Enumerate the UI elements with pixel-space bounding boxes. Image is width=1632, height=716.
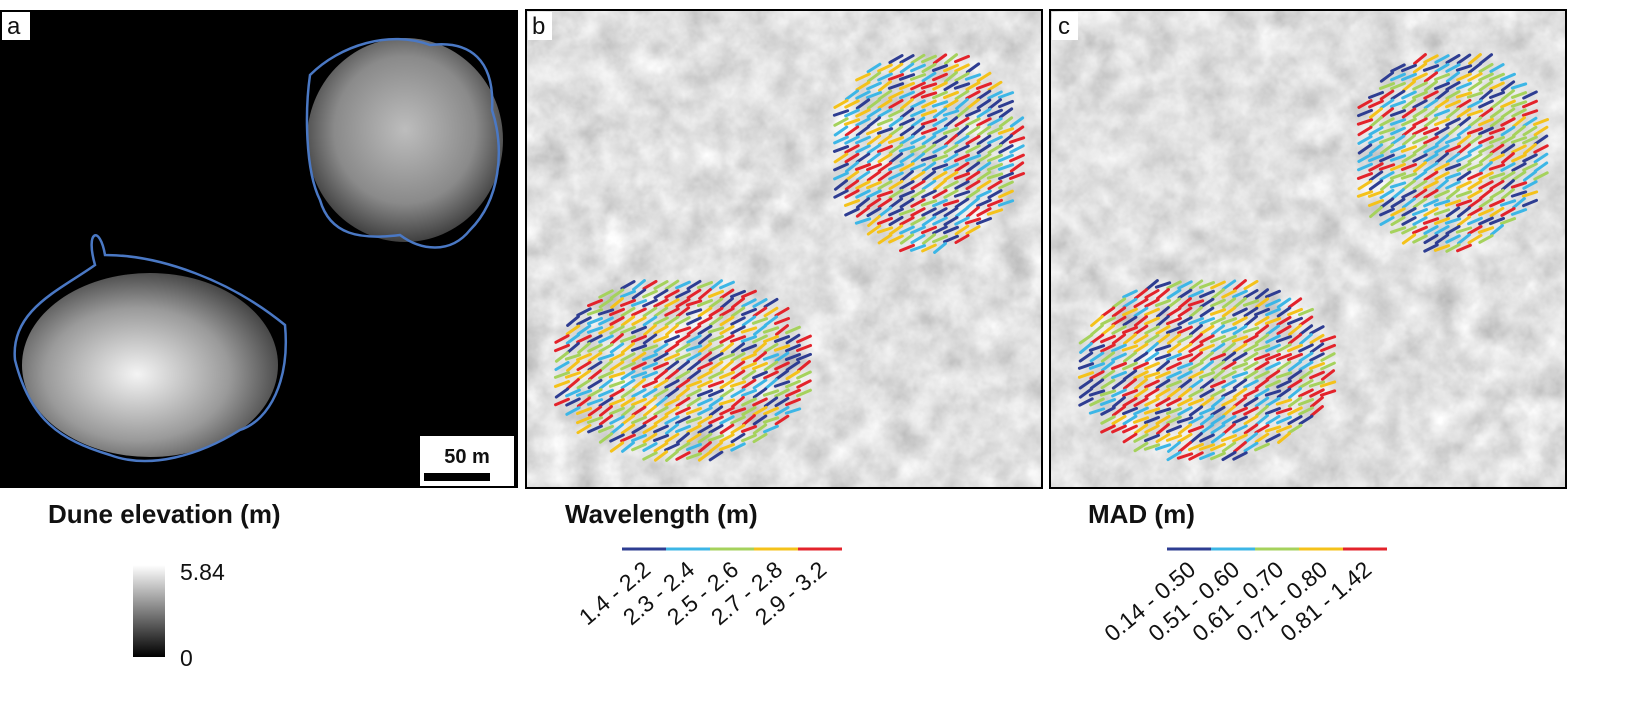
- panel-background: [1050, 10, 1566, 488]
- legend-title: Dune elevation (m): [48, 499, 281, 529]
- colorbar-min: 0: [180, 645, 193, 671]
- panel-label: b: [532, 13, 545, 40]
- panel-a: a 50 m: [0, 10, 518, 488]
- legend-title: MAD (m): [1088, 499, 1195, 529]
- panel-c: c: [1050, 10, 1566, 488]
- legend-mad: 0.14 - 0.500.51 - 0.600.61 - 0.700.71 - …: [1099, 549, 1387, 647]
- legend-title: Wavelength (m): [565, 499, 758, 529]
- figure: a 50 m b c Dune elevation (m) 5.84 0 Wav…: [0, 0, 1632, 711]
- colorbar: [133, 565, 165, 657]
- scale-bar: [424, 473, 490, 481]
- legend-wavelength: 1.4 - 2.22.3 - 2.42.5 - 2.62.7 - 2.82.9 …: [574, 549, 842, 630]
- panel-background: [526, 10, 1042, 488]
- colorbar-max: 5.84: [180, 559, 225, 585]
- panel-b: b: [526, 10, 1042, 488]
- scale-bar-label: 50 m: [444, 446, 490, 468]
- dune: [307, 38, 503, 242]
- panel-label: c: [1058, 13, 1070, 40]
- panel-label: a: [7, 13, 21, 40]
